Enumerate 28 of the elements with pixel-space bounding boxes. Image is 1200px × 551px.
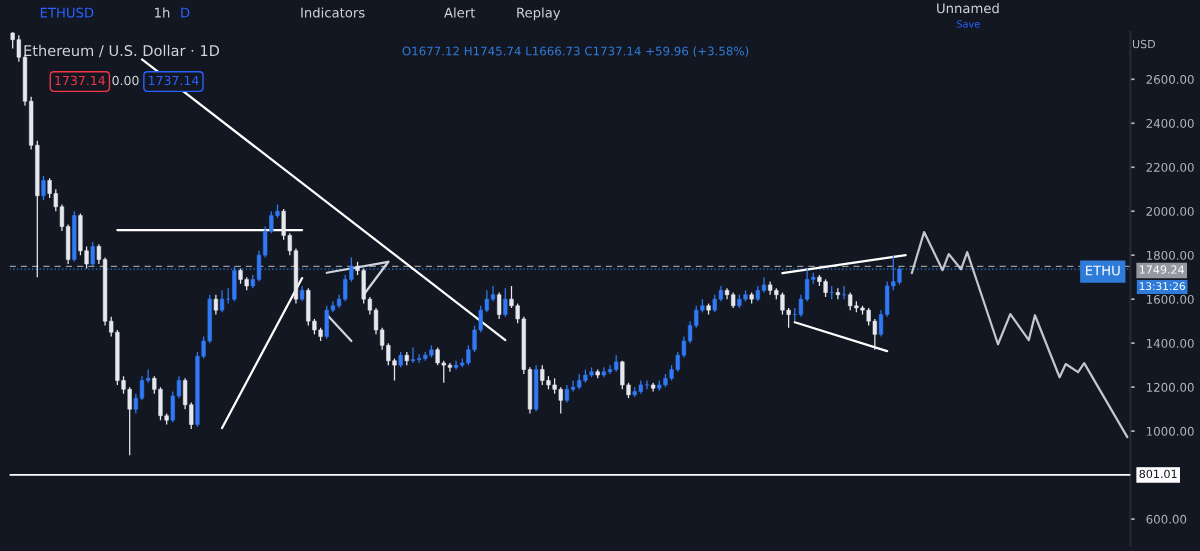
y-tick-label: 1000.00 [1146,426,1194,436]
text: O1677.12 H1745.74 L1666.73 C1737.14 +59.96 (+3.58%) [402,46,749,57]
annotation: 0.00 [112,75,139,86]
text: Ethereum / U.S. Dollar · 1D [24,44,220,58]
text: 13:31:26 [1139,282,1185,291]
text: Replay [517,7,561,21]
y-axis-title: USD [1132,39,1156,49]
y-tick-label: 2000.00 [1146,206,1194,216]
annotation: 1737.14 [55,75,105,86]
y-tick-label: 600.00 [1146,514,1187,524]
y-tick-label: 1400.00 [1146,338,1194,348]
text: Unnamed [937,2,999,14]
text: D [181,7,190,18]
ref-line-label: 801.01 [1139,469,1177,479]
y-tick-label: 2600.00 [1146,74,1194,84]
y-tick-label: 2400.00 [1146,118,1194,128]
y-tick-label: 2200.00 [1146,162,1194,172]
y-tick-label: 1800.00 [1146,250,1194,260]
y-tick-label: 1200.00 [1146,382,1194,392]
annotation: ETHU [1086,265,1120,276]
ref-line-label: 1749.24 [1139,265,1185,274]
text: 1h [155,7,170,18]
text: Indicators [301,7,365,18]
text: Save [957,20,980,28]
text: Alert [444,7,476,18]
annotation: 1737.14 [148,75,199,86]
y-tick-label: 1600.00 [1146,294,1194,304]
text: ETHUSD [40,7,94,18]
